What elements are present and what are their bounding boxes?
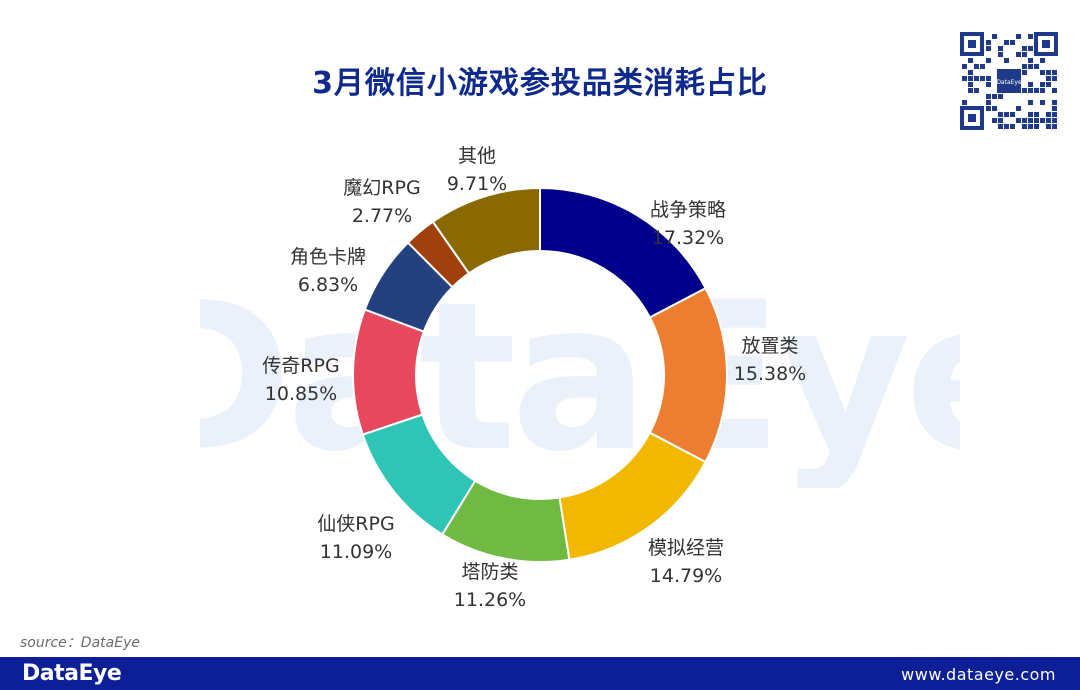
slice-value-label: 10.85% xyxy=(265,383,337,405)
slice-value-label: 17.32% xyxy=(652,227,724,249)
slice-value-label: 11.26% xyxy=(454,589,526,611)
donut-slice-9 xyxy=(431,186,541,275)
watermark: DataEye xyxy=(200,259,960,488)
chart-title: 3月微信小游戏参投品类消耗占比 xyxy=(312,66,768,101)
slice-name-label: 其他 xyxy=(458,145,496,167)
slice-name-label: 放置类 xyxy=(741,335,798,357)
slice-value-label: 2.77% xyxy=(352,205,412,227)
footer-bar: DataEye www.dataeye.com xyxy=(0,657,1080,690)
slice-value-label: 6.83% xyxy=(298,274,358,296)
slice-value-label: 11.09% xyxy=(320,541,392,563)
footer-website-link[interactable]: www.dataeye.com xyxy=(901,665,1056,684)
source-note: source：DataEye xyxy=(20,635,140,651)
qr-center-text: DataEye xyxy=(996,79,1022,86)
slice-value-label: 14.79% xyxy=(650,565,722,587)
slice-name-label: 角色卡牌 xyxy=(290,246,366,268)
slice-value-label: 9.71% xyxy=(447,173,507,195)
slice-name-label: 仙侠RPG xyxy=(317,513,394,535)
slice-name-label: 塔防类 xyxy=(461,561,518,583)
qr-code-icon: DataEye xyxy=(960,32,1058,130)
slice-name-label: 传奇RPG xyxy=(262,355,339,377)
slice-value-label: 15.38% xyxy=(734,363,806,385)
slice-name-label: 魔幻RPG xyxy=(343,177,420,199)
footer-brand-logo: DataEye xyxy=(22,661,122,686)
slice-name-label: 模拟经营 xyxy=(648,537,724,559)
slice-name-label: 战争策略 xyxy=(650,199,726,221)
watermark-text: DataEye xyxy=(200,259,960,488)
donut-slice-2 xyxy=(648,286,728,464)
